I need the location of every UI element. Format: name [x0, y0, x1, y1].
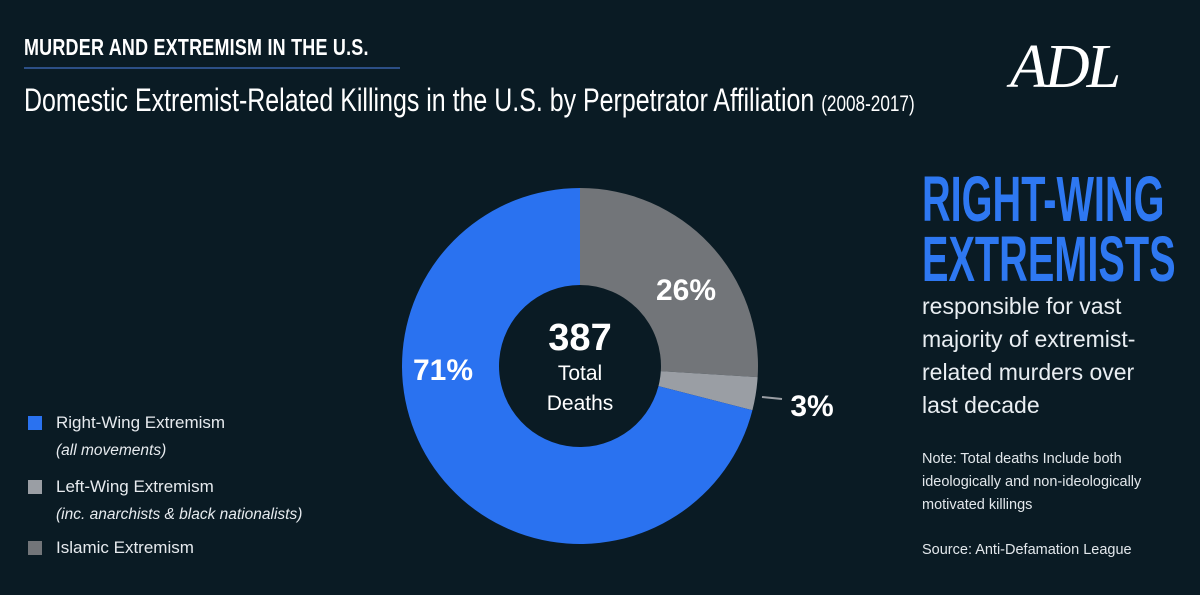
slice-islamic-extremism	[580, 188, 759, 378]
label-left-wing: 3%	[790, 390, 833, 423]
center-label-1: Total	[558, 362, 602, 385]
leader-line-3pct	[761, 396, 783, 400]
callout-headline-2: EXTREMISTS	[922, 223, 1176, 295]
legend-sub-left-wing: (inc. anarchists & black nationalists)	[56, 506, 303, 523]
legend-label-islamic: Islamic Extremism	[56, 538, 194, 557]
title-years: (2008-2017)	[821, 91, 915, 116]
legend-swatch-islamic	[28, 541, 42, 555]
center-label-2: Deaths	[547, 392, 614, 415]
adl-logo: ADL	[1010, 33, 1121, 101]
callout-body-line: responsible for vast	[922, 293, 1122, 319]
legend-label-right-wing: Right-Wing Extremism	[56, 413, 226, 432]
callout-body-line: last decade	[922, 392, 1040, 418]
legend-swatch-left-wing	[28, 480, 42, 494]
title-text: Domestic Extremist-Related Killings in t…	[24, 82, 815, 118]
kicker: MURDER AND EXTREMISM IN THE U.S.	[24, 34, 369, 60]
note-line: motivated killings	[922, 497, 1033, 513]
label-right-wing: 71%	[413, 354, 473, 387]
chart-title: Domestic Extremist-Related Killings in t…	[24, 82, 915, 119]
legend-label-left-wing: Left-Wing Extremism	[56, 477, 214, 496]
note-line: ideologically and non-ideologically	[922, 474, 1142, 490]
note-line: Note: Total deaths Include both	[922, 451, 1122, 467]
label-islamic: 26%	[656, 274, 716, 307]
source-text: Source: Anti-Defamation League	[922, 542, 1132, 558]
callout-body-line: majority of extremist-	[922, 326, 1136, 352]
legend-swatch-right-wing	[28, 416, 42, 430]
center-total: 387	[548, 317, 611, 359]
legend-sub-right-wing: (all movements)	[56, 442, 167, 459]
callout-headline-1: RIGHT-WING	[922, 163, 1165, 235]
header-rule	[24, 67, 400, 69]
slice-right-wing-extremism	[402, 188, 753, 544]
slice-left-wing-extremism	[658, 371, 758, 411]
callout-body-line: related murders over	[922, 359, 1135, 385]
